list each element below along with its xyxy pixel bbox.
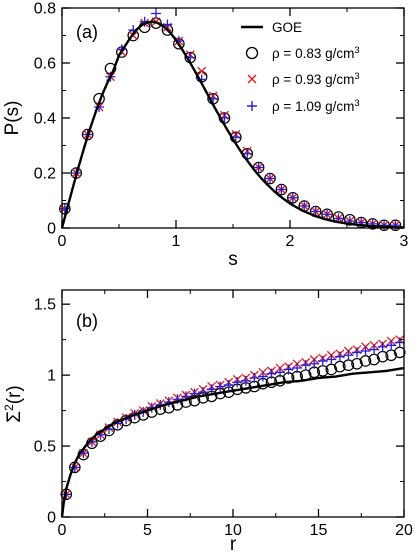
- chart1-point-rho-109: [275, 367, 286, 378]
- chart0-point-rho-083: [264, 172, 276, 185]
- chart0-series-goe-line: [60, 20, 405, 229]
- chart1-ytick-label: 1: [47, 368, 56, 385]
- panel-b-xlabel: r: [230, 534, 237, 553]
- chart1-point-rho-109: [257, 371, 268, 382]
- chart1-point-rho-109: [377, 341, 388, 352]
- chart0-point-rho-093: [197, 66, 207, 76]
- panel-a-frame: [61, 7, 405, 229]
- panel-b-ylabel: Σ2(r): [2, 385, 25, 422]
- chart1-point-rho-109: [326, 354, 337, 365]
- chart0-ytick-label: 0.4: [34, 111, 56, 128]
- chart0-ytick-label: 0.6: [34, 56, 56, 73]
- panel-b-data: [60, 335, 406, 518]
- chart0-xtick-label: 0: [58, 233, 67, 250]
- legend-item-goe: GOE: [241, 20, 302, 35]
- chart1-series-goe-line: [60, 366, 405, 518]
- panel-b: 0 5 10 15 20 0 0.5 1 1.5 (b) r Σ2(r): [2, 289, 413, 553]
- chart1-point-rho-109: [206, 384, 217, 395]
- chart0-point-rho-109: [162, 19, 173, 30]
- panel-a: 0 1 2 3 0 0.2 0.4 0.6 0.8 (a) s P(s) GOE ρ = 0.8…: [2, 1, 409, 271]
- chart1-point-rho-109: [369, 344, 380, 355]
- panel-b-ticks: 0 5 10 15 20 0 0.5 1 1.5: [34, 290, 413, 539]
- chart1-point-rho-109: [343, 350, 354, 361]
- legend-rho-093-swatch: [247, 74, 257, 84]
- chart1-point-rho-109: [283, 364, 294, 375]
- chart1-point-rho-109: [215, 381, 226, 392]
- chart1-ytick-label: 0.5: [34, 439, 56, 456]
- chart1-xtick-label: 15: [310, 522, 328, 539]
- chart0-ytick-label: 0.8: [34, 1, 56, 18]
- chart0-xtick-label: 3: [400, 233, 409, 250]
- panel-a-xlabel: s: [228, 249, 238, 270]
- legend-item-rho-109: ρ = 1.09 g/cm3: [247, 98, 360, 115]
- chart0-point-rho-109: [322, 209, 333, 220]
- chart0-xtick-label: 1: [172, 233, 181, 250]
- chart1-point-rho-109: [309, 358, 320, 369]
- chart1-point-rho-109: [386, 340, 397, 351]
- legend-rho-093-label: ρ = 0.93 g/cm3: [272, 71, 360, 88]
- legend-item-rho-083: ρ = 0.83 g/cm3: [245, 45, 360, 62]
- legend-rho-109-label: ρ = 1.09 g/cm3: [272, 98, 360, 115]
- legend-goe-label: GOE: [272, 20, 302, 35]
- chart0-point-rho-109: [299, 201, 310, 211]
- chart0-point-rho-109: [151, 8, 162, 19]
- chart1-point-rho-109: [240, 375, 251, 386]
- chart1-point-rho-109: [351, 347, 362, 358]
- chart1-ytick-label: 0: [47, 510, 56, 527]
- chart0-point-rho-109: [253, 162, 264, 173]
- legend: GOE ρ = 0.83 g/cm3 ρ = 0.93 g/cm3 ρ = 1.…: [241, 20, 360, 114]
- chart1-xtick-label: 20: [395, 522, 413, 539]
- panel-b-tag: (b): [76, 311, 98, 331]
- chart0-point-rho-083: [389, 219, 402, 232]
- legend-rho-083-label: ρ = 0.83 g/cm3: [272, 45, 360, 62]
- chart0-point-rho-109: [265, 173, 276, 184]
- panel-b-frame: [61, 289, 405, 518]
- chart1-xtick-label: 10: [224, 522, 242, 539]
- chart1-point-rho-109: [317, 355, 328, 366]
- legend-item-rho-093: ρ = 0.93 g/cm3: [247, 71, 360, 88]
- panel-a-data: [59, 8, 405, 232]
- chart0-xtick-label: 2: [286, 233, 295, 250]
- chart1-xtick-label: 0: [58, 522, 67, 539]
- chart1-point-rho-109: [266, 368, 277, 379]
- panel-a-ylabel: P(s): [2, 101, 23, 136]
- chart1-point-rho-109: [223, 380, 234, 391]
- chart1-point-rho-109: [249, 372, 260, 383]
- chart1-point-rho-109: [292, 363, 303, 374]
- chart0-point-rho-083: [366, 218, 379, 230]
- panel-a-ticks: 0 1 2 3 0 0.2 0.4 0.6 0.8: [34, 1, 409, 251]
- chart0-point-rho-083: [378, 219, 390, 232]
- chart1-point-rho-109: [232, 377, 243, 388]
- chart1-ytick-label: 1.5: [34, 297, 56, 314]
- chart1-xtick-label: 5: [143, 522, 152, 539]
- chart1-point-rho-109: [360, 346, 371, 357]
- panel-a-tag: (a): [76, 22, 98, 42]
- legend-rho-083-swatch: [245, 46, 259, 60]
- chart0-point-rho-109: [276, 184, 287, 195]
- chart0-point-rho-083: [287, 191, 299, 204]
- chart0-ytick-label: 0.2: [34, 166, 56, 183]
- legend-rho-109-swatch: [247, 101, 257, 111]
- chart1-point-rho-109: [394, 337, 405, 348]
- chart0-point-rho-083: [275, 183, 288, 196]
- chart1-point-rho-083: [351, 357, 363, 370]
- chart1-point-rho-109: [334, 351, 345, 362]
- chart0-point-rho-109: [287, 192, 298, 203]
- chart0-ytick-label: 0: [47, 221, 56, 238]
- chart1-point-rho-109: [300, 360, 311, 371]
- chart0-point-rho-109: [242, 148, 253, 159]
